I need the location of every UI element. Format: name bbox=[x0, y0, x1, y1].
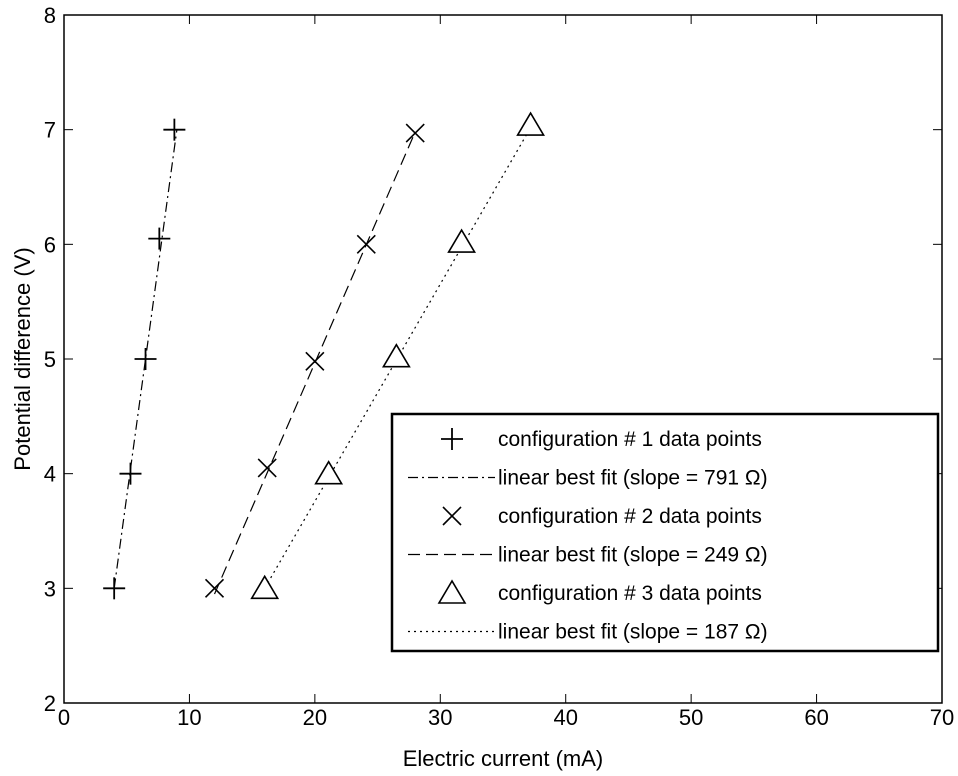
triangle-point bbox=[381, 343, 411, 368]
fit-line-dotted bbox=[264, 131, 529, 589]
x-marker-b bbox=[305, 351, 325, 371]
data-markers bbox=[103, 111, 545, 600]
y-tick-label: 6 bbox=[44, 232, 56, 257]
y-axis-label: Potential difference (V) bbox=[10, 247, 35, 470]
legend-entry-label: configuration # 2 data points bbox=[498, 505, 762, 528]
triangle-point bbox=[447, 228, 477, 253]
plus-point bbox=[119, 462, 142, 485]
y-tick-label: 2 bbox=[44, 691, 56, 716]
y-tick-label: 4 bbox=[44, 462, 56, 487]
x-tick-label: 30 bbox=[428, 705, 452, 730]
x-tick-label: 70 bbox=[930, 705, 954, 730]
x-point bbox=[405, 123, 425, 143]
x-point bbox=[305, 351, 325, 371]
plus-point bbox=[148, 227, 171, 250]
x-marker-b bbox=[442, 506, 462, 526]
x-tick-label: 40 bbox=[553, 705, 577, 730]
legend-entry-label: linear best fit (slope = 249 Ω) bbox=[498, 544, 768, 567]
axis-ticks: 0 10 20 30 40 50 60 70 2 3 4 5 6 7 8 bbox=[44, 3, 954, 730]
x-marker-b bbox=[204, 578, 225, 598]
x-point bbox=[257, 458, 277, 478]
x-tick-label: 10 bbox=[177, 705, 201, 730]
x-marker-b bbox=[356, 234, 376, 254]
x-tick-label: 60 bbox=[804, 705, 828, 730]
x-tick-label: 0 bbox=[58, 705, 70, 730]
fit-line-dashed bbox=[213, 131, 416, 595]
x-tick-label: 50 bbox=[679, 705, 703, 730]
x-point bbox=[204, 578, 225, 598]
legend-entry-label: configuration # 1 data points bbox=[498, 428, 762, 451]
legend: configuration # 1 data points linear best… bbox=[390, 412, 940, 653]
y-tick-label: 7 bbox=[44, 118, 56, 143]
triangle-point bbox=[250, 574, 280, 600]
plus-point bbox=[134, 348, 157, 370]
legend-marker-triangle bbox=[437, 579, 467, 604]
legend-marker-plus bbox=[441, 428, 463, 450]
y-tick-label: 3 bbox=[44, 576, 56, 601]
x-tick-label: 20 bbox=[303, 705, 327, 730]
x-point bbox=[356, 234, 376, 254]
legend-marker-x bbox=[442, 506, 462, 526]
legend-entry-label: linear best fit (slope = 791 Ω) bbox=[498, 467, 768, 490]
triangle-point bbox=[314, 460, 344, 485]
legend-box bbox=[390, 412, 940, 653]
y-tick-label: 5 bbox=[44, 347, 56, 372]
x-marker-b bbox=[405, 123, 425, 143]
x-marker-b bbox=[257, 458, 277, 478]
legend-entry-label: configuration # 3 data points bbox=[498, 582, 762, 605]
plus-point bbox=[103, 577, 126, 600]
fit-line-dashdot bbox=[113, 129, 178, 589]
x-axis-label: Electric current (mA) bbox=[403, 746, 603, 771]
triangle-point bbox=[516, 111, 545, 136]
fit-lines bbox=[113, 129, 529, 595]
legend-entry-label: linear best fit (slope = 187 Ω) bbox=[498, 621, 768, 644]
plus-point bbox=[163, 118, 186, 141]
y-tick-label: 8 bbox=[44, 3, 56, 28]
